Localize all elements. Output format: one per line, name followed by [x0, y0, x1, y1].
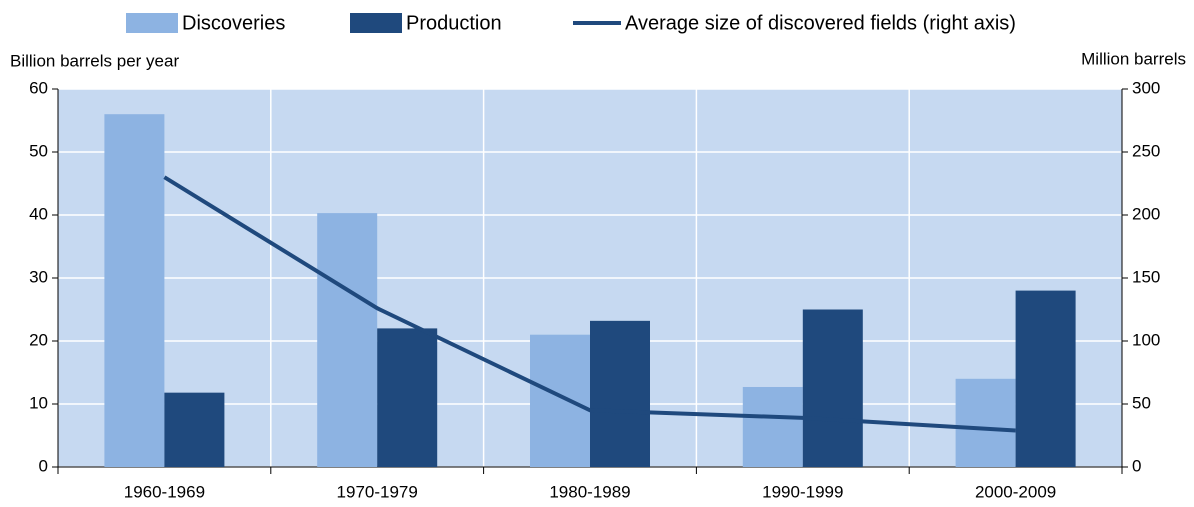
- bar: [955, 378, 1016, 467]
- y2-tick-label: 0: [1132, 456, 1141, 475]
- legend-swatch: [126, 13, 178, 33]
- bar: [802, 309, 863, 467]
- legend-label: Discoveries: [182, 12, 285, 34]
- line: [163, 175, 1016, 433]
- x-tick-label: 1970-1979: [337, 482, 418, 501]
- y2-tick-label: 100: [1132, 330, 1160, 349]
- bar: [742, 386, 803, 467]
- x-tick-label: 1960-1969: [124, 482, 205, 501]
- legend-swatch: [350, 13, 402, 33]
- y2-tick-label: 300: [1132, 78, 1160, 97]
- bar: [104, 114, 165, 467]
- x-tick-label: 1980-1989: [549, 482, 630, 501]
- bar: [164, 392, 225, 467]
- y2-axis-label: Million barrels: [1081, 49, 1186, 68]
- x-tick-label: 2000-2009: [975, 482, 1056, 501]
- y-tick-label: 30: [29, 267, 48, 286]
- y2-tick-label: 250: [1132, 141, 1160, 160]
- y-tick-label: 20: [29, 330, 48, 349]
- y-tick-label: 50: [29, 141, 48, 160]
- legend-label: Production: [406, 12, 502, 34]
- y-tick-label: 0: [39, 456, 48, 475]
- y-tick-label: 40: [29, 204, 48, 223]
- y2-tick-label: 150: [1132, 267, 1160, 286]
- y2-tick-label: 50: [1132, 393, 1151, 412]
- bar: [590, 320, 650, 467]
- y-axis-label: Billion barrels per year: [10, 51, 179, 70]
- y-tick-label: 10: [29, 393, 48, 412]
- bar: [377, 328, 438, 467]
- legend-label: Average size of discovered fields (right…: [625, 12, 1016, 34]
- x-tick-label: 1990-1999: [762, 482, 843, 501]
- bar: [1015, 290, 1076, 467]
- bar: [530, 334, 590, 467]
- y-tick-label: 60: [29, 78, 48, 97]
- bar: [317, 213, 378, 467]
- y2-tick-label: 200: [1132, 204, 1160, 223]
